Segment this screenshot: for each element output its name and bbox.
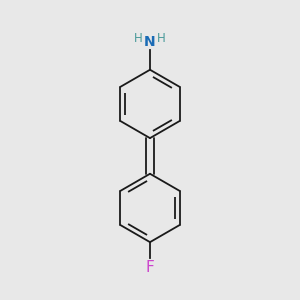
- Text: H: H: [134, 32, 143, 45]
- Text: F: F: [146, 260, 154, 275]
- Text: H: H: [157, 32, 166, 45]
- Text: N: N: [144, 35, 156, 49]
